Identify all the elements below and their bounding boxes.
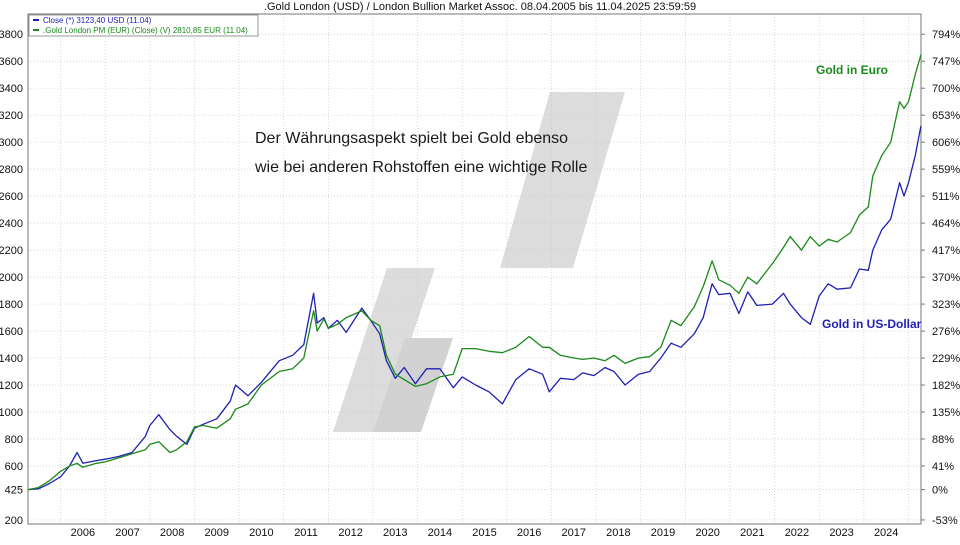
y-tick-label-left: 2800 (0, 164, 23, 176)
annotation-text: Der Währungsaspekt spielt bei Gold ebens… (254, 130, 587, 176)
y-tick-label-right: 653% (932, 110, 960, 122)
x-tick-label: 2019 (651, 527, 675, 539)
x-tick-label: 2008 (160, 527, 184, 539)
y-tick-label-right: 41% (932, 461, 954, 473)
y-tick-label-left: 1800 (0, 299, 23, 311)
x-tick-label: 2011 (294, 527, 318, 539)
x-tick-label: 2007 (115, 527, 139, 539)
y-tick-label-right: 700% (932, 83, 960, 95)
series-layer (27, 54, 922, 491)
y-tick-label-right: 370% (932, 272, 960, 284)
x-tick-label: 2023 (829, 527, 853, 539)
annotation-line-2: wie bei anderen Rohstoffen eine wichtige… (254, 159, 587, 176)
y-tick-label-right: 323% (932, 299, 960, 311)
series-label-usd: Gold in US-Dollar (822, 317, 922, 331)
x-tick-label: 2024 (874, 527, 898, 539)
y-tick-label-right: 464% (932, 218, 960, 230)
x-tick-label: 2014 (428, 527, 452, 539)
plot-frame (27, 13, 922, 525)
y-tick-label-right: 606% (932, 137, 960, 149)
y-tick-label-right: 511% (932, 191, 960, 203)
y-tick-label-right: 229% (932, 353, 960, 365)
y-tick-label-left: 3400 (0, 83, 23, 95)
x-tick-label: 2018 (606, 527, 630, 539)
x-tick-label: 2015 (472, 527, 496, 539)
chart-title: .Gold London (USD) / London Bullion Mark… (264, 1, 696, 13)
y-tick-label-left: 3800 (0, 29, 23, 41)
y-tick-label-left: 3000 (0, 137, 23, 149)
x-tick-label: 2017 (562, 527, 586, 539)
legend-label-usd: Close (*) 3123,40 USD (11.04) (43, 16, 152, 25)
y-tick-label-left: 600 (5, 461, 23, 473)
y-axis-right: -53% 0% 41% 88% 135% 182% 229% 276% 323% 370% 417%… (921, 29, 960, 527)
x-tick-label: 2022 (785, 527, 809, 539)
annotation-line-1: Der Währungsaspekt spielt bei Gold ebens… (255, 130, 568, 147)
y-tick-label-left: 1000 (0, 407, 23, 419)
legend-box (28, 14, 259, 37)
y-tick-label-right: 747% (932, 56, 960, 68)
y-tick-label-right: 88% (932, 434, 954, 446)
y-tick-label-right: 794% (932, 29, 960, 41)
y-tick-label-left: 3200 (0, 110, 23, 122)
series-line-euro (27, 54, 922, 491)
y-tick-label-right: 417% (932, 245, 960, 257)
y-tick-label-left: 1600 (0, 326, 23, 338)
y-tick-label-right: 135% (932, 407, 960, 419)
y-tick-label-left: 3600 (0, 56, 23, 68)
y-tick-label-right: 182% (932, 380, 960, 392)
y-tick-label-left: 2400 (0, 218, 23, 230)
legend-label-euro: .Gold London PM (EUR) (Close) (V) 2810,8… (43, 26, 248, 35)
y-tick-label-left: 1400 (0, 353, 23, 365)
legend: Close (*) 3123,40 USD (11.04) .Gold Lond… (28, 14, 259, 37)
series-label-euro: Gold in Euro (816, 63, 888, 77)
x-tick-label: 2021 (740, 527, 764, 539)
y-tick-label-left: 2600 (0, 191, 23, 203)
y-tick-label-left: 200 (5, 515, 23, 527)
x-tick-label: 2012 (338, 527, 362, 539)
x-axis: 2006 2007 2008 2009 2010 2011 2012 2013 2014 2015… (71, 527, 899, 539)
y-tick-label-left: 2200 (0, 245, 23, 257)
y-tick-label-left: 425 (5, 485, 23, 497)
y-tick-label-left: 2000 (0, 272, 23, 284)
y-tick-label-right: 559% (932, 164, 960, 176)
y-axis-left: 200 425 600 800 1000 1200 1400 1600 1800 2000 2200… (0, 29, 23, 527)
grid-lines (28, 14, 921, 524)
x-tick-label: 2016 (517, 527, 541, 539)
x-tick-label: 2010 (249, 527, 273, 539)
y-tick-label-right: 276% (932, 326, 960, 338)
x-tick-label: 2013 (383, 527, 407, 539)
y-tick-label-left: 1200 (0, 380, 23, 392)
x-tick-label: 2006 (71, 527, 95, 539)
y-tick-label-right: -53% (932, 515, 958, 527)
x-tick-label: 2020 (695, 527, 719, 539)
x-tick-label: 2009 (205, 527, 229, 539)
y-tick-label-left: 800 (5, 434, 23, 446)
series-line-usd (27, 125, 922, 491)
y-tick-label-right: 0% (932, 485, 948, 497)
